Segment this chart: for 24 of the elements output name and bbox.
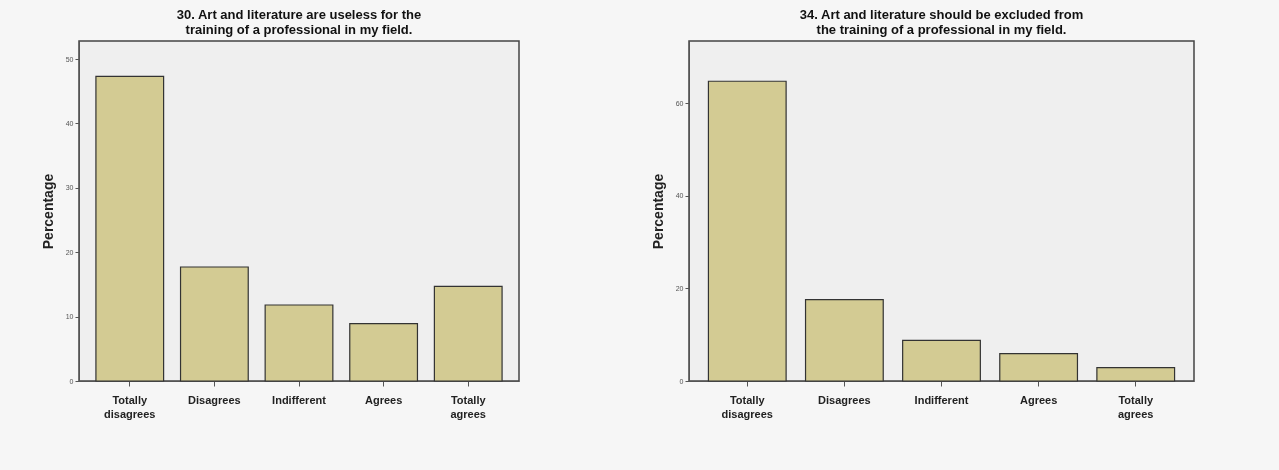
bar [179,266,249,382]
bar [804,298,884,382]
bar [707,80,787,382]
x-tick-label: Totally disagrees [721,393,773,420]
bar [999,353,1079,382]
x-tick-label: Disagrees [818,393,871,406]
x-tick-label: Agrees [364,393,403,406]
y-axis-title: Percentage [39,173,56,250]
bar [349,323,419,382]
bar [902,339,981,382]
chart-title: 30. Art and literature are useless for the training of a professional in my field. [176,7,422,37]
bar [1096,366,1176,382]
x-tick-label: Disagrees [188,393,241,406]
x-tick-label: Indifferent [914,393,969,406]
bar [433,285,503,382]
x-tick-label: Totally agrees [450,393,487,420]
bar [264,304,334,382]
x-tick-label: Indifferent [272,393,327,406]
x-tick-label: Totally agrees [1117,393,1154,420]
bar [95,75,165,382]
y-axis-title: Percentage [649,173,666,250]
chart-title: 34. Art and literature should be excluded from the training of a professional in my field. [799,7,1084,37]
x-tick-label: Totally disagrees [104,393,156,420]
x-tick-label: Agrees [1019,393,1058,406]
